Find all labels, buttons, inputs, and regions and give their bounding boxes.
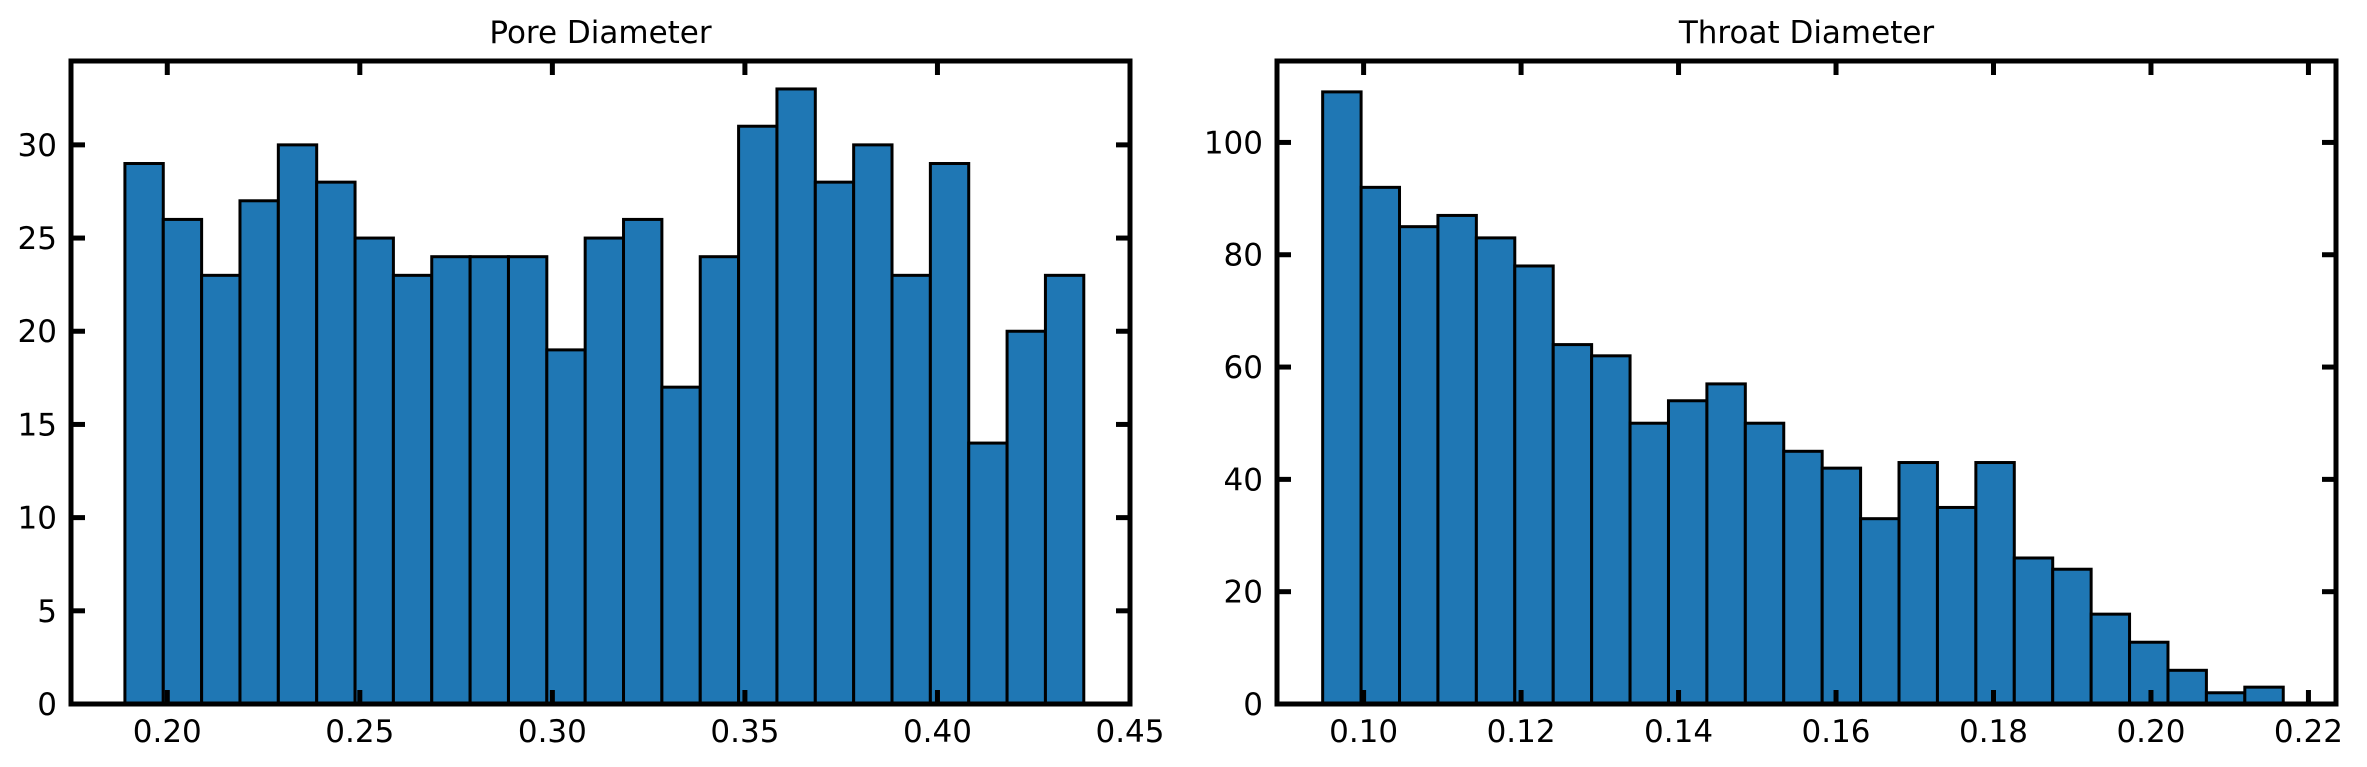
histogram-bar bbox=[737, 124, 779, 706]
y-tick-label: 10 bbox=[18, 501, 57, 537]
x-tick-label: 0.16 bbox=[1802, 714, 1871, 750]
x-tick-label: 0.45 bbox=[1095, 714, 1164, 750]
y-tick-label: 15 bbox=[18, 407, 57, 443]
plot-frame bbox=[68, 58, 1133, 707]
y-tick-label: 60 bbox=[1224, 350, 1263, 386]
histogram-bar bbox=[238, 199, 280, 706]
x-tick-label: 0.20 bbox=[2116, 714, 2185, 750]
histogram-bar bbox=[200, 273, 242, 706]
pore-diameter-histogram: Pore Diameter 0.20 0.25 0.30 0.35 0.40 0.45 0 5… bbox=[18, 15, 1165, 750]
histogram-bar bbox=[468, 255, 510, 706]
y-tick-label: 0 bbox=[1243, 687, 1263, 723]
histogram-bar bbox=[775, 87, 817, 706]
x-tick-label: 0.40 bbox=[903, 714, 972, 750]
histogram-bar bbox=[1782, 449, 1824, 706]
throat-diameter-histogram: Throat Diameter 0.10 0.12 0.14 0.16 0.18 0.20… bbox=[1204, 15, 2343, 750]
histogram-bar bbox=[1513, 264, 1555, 706]
histogram-bar bbox=[1590, 354, 1632, 706]
histogram-bar bbox=[698, 255, 741, 706]
histogram-bar bbox=[1820, 466, 1863, 706]
histogram-bar bbox=[123, 162, 165, 706]
histogram-bar bbox=[813, 180, 856, 706]
y-tick-label: 5 bbox=[37, 594, 57, 630]
histogram-bar bbox=[1743, 421, 1786, 706]
histogram-bar bbox=[2051, 567, 2093, 706]
histogram-bar bbox=[2089, 612, 2132, 706]
histogram-bar bbox=[1705, 382, 1747, 706]
y-tick-label: 30 bbox=[18, 128, 57, 164]
x-tick-label: 0.14 bbox=[1644, 714, 1713, 750]
histogram-bar bbox=[1005, 329, 1047, 706]
histogram-bar bbox=[852, 143, 894, 706]
y-tick-label: 25 bbox=[18, 221, 57, 257]
histogram-bar bbox=[161, 217, 204, 706]
x-tick-label: 0.22 bbox=[2274, 714, 2343, 750]
histogram-bar bbox=[1974, 461, 2016, 706]
histogram-bar bbox=[1935, 505, 1978, 706]
y-tick-label: 20 bbox=[1224, 575, 1263, 611]
x-tick-label: 0.18 bbox=[1959, 714, 2028, 750]
histogram-bar bbox=[506, 255, 549, 706]
y-tick-label: 40 bbox=[1224, 462, 1263, 498]
histogram-bar bbox=[391, 273, 434, 706]
histogram-bar bbox=[1359, 185, 1402, 706]
histogram-bar bbox=[1551, 343, 1594, 706]
y-tick-label: 80 bbox=[1224, 238, 1263, 274]
plot-frame bbox=[1274, 58, 2339, 707]
histogram-bar bbox=[1043, 273, 1086, 706]
histogram-bar bbox=[315, 180, 357, 706]
histogram-bar bbox=[1859, 517, 1901, 706]
histogram-bar bbox=[583, 236, 626, 706]
histogram-bar bbox=[1398, 225, 1440, 706]
x-tick-label: 0.12 bbox=[1487, 714, 1556, 750]
histogram-bar bbox=[890, 273, 932, 706]
histogram-bar bbox=[1321, 90, 1363, 706]
chart-title: Pore Diameter bbox=[489, 15, 712, 51]
histogram-bar bbox=[660, 385, 702, 706]
histogram-bar bbox=[1474, 236, 1517, 706]
y-tick-label: 100 bbox=[1204, 125, 1263, 161]
histogram-bar bbox=[622, 217, 664, 706]
x-tick-label: 0.10 bbox=[1329, 714, 1398, 750]
histogram-bar bbox=[928, 162, 971, 706]
histogram-bar bbox=[967, 441, 1009, 706]
x-tick-label: 0.25 bbox=[325, 714, 394, 750]
x-tick-label: 0.30 bbox=[518, 714, 587, 750]
x-tick-label: 0.35 bbox=[710, 714, 779, 750]
chart-title: Throat Diameter bbox=[1678, 15, 1935, 51]
histogram-bar bbox=[1436, 213, 1478, 706]
histogram-bar bbox=[2243, 685, 2285, 706]
histogram-bar bbox=[545, 348, 587, 706]
histogram-bar bbox=[430, 255, 472, 706]
y-tick-label: 0 bbox=[37, 687, 57, 723]
x-tick-label: 0.20 bbox=[133, 714, 202, 750]
histogram-bar bbox=[1897, 461, 1939, 706]
histogram-bar bbox=[1628, 421, 1670, 706]
histogram-bar bbox=[353, 236, 395, 706]
y-tick-label: 20 bbox=[18, 314, 57, 350]
histogram-bar bbox=[1666, 399, 1709, 706]
histogram-bar bbox=[2166, 668, 2208, 706]
histogram-bar bbox=[276, 143, 319, 706]
histogram-bar bbox=[2012, 556, 2055, 706]
